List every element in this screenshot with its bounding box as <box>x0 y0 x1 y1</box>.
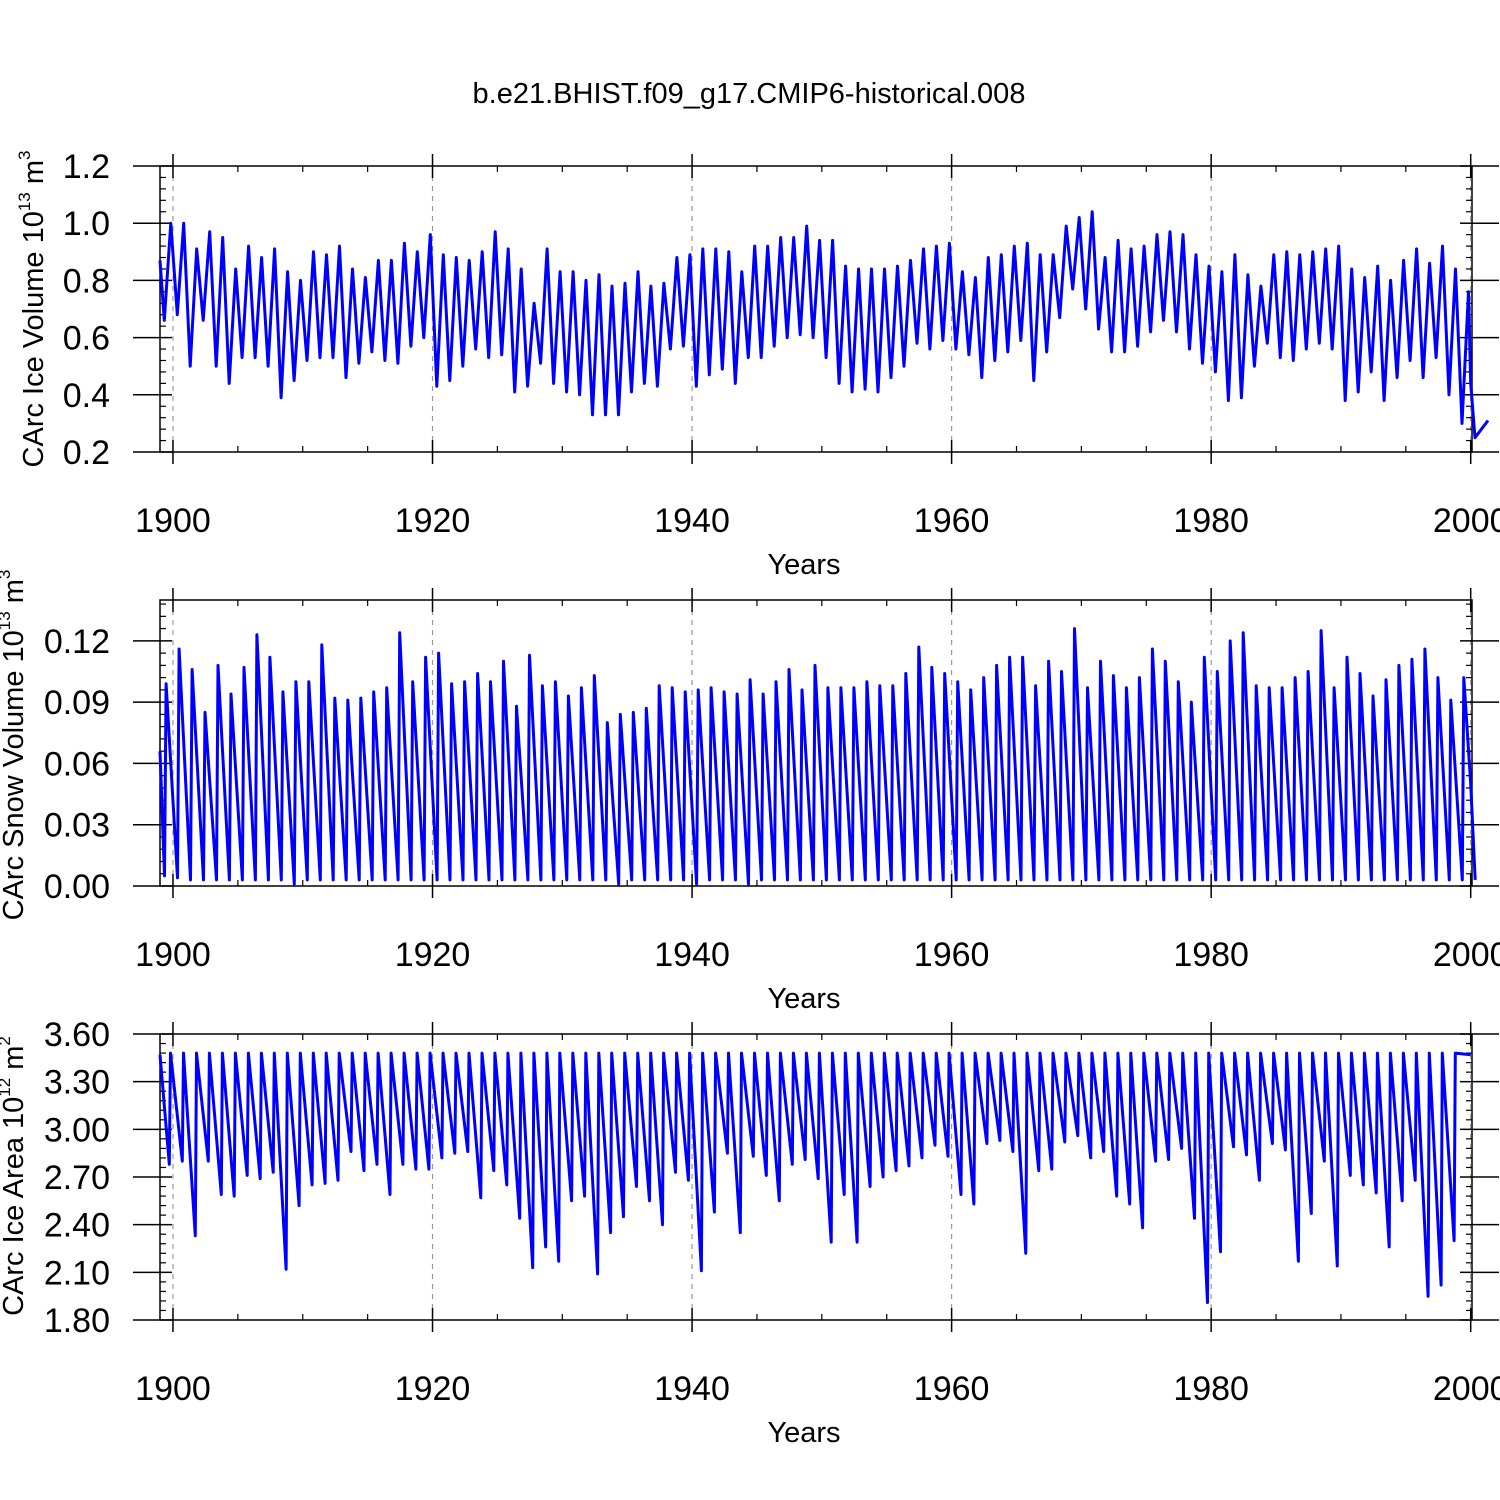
ice-area-x-tick-label: 1940 <box>654 1370 730 1408</box>
ice-volume-frame <box>159 165 1473 453</box>
ice-area-x-tick-label: 1980 <box>1173 1370 1249 1408</box>
ice-area-x-tick-label: 1900 <box>135 1370 211 1408</box>
ice-volume-panel: 1900 1920 1940 1960 1980 2000 0.2 0.4 0.6 0.8 1.0… <box>15 148 1500 581</box>
ice-volume-x-tick-labels: 1900 1920 1940 1960 1980 2000 <box>135 502 1500 540</box>
snow-volume-major-ticks <box>133 588 1499 898</box>
ice-area-y-tick-label: 2.10 <box>44 1254 110 1292</box>
snow-volume-x-tick-labels: 1900 1920 1940 1960 1980 2000 <box>135 936 1500 974</box>
snow-volume-series-line <box>158 627 1477 886</box>
ice-area-y-tick-label: 3.30 <box>44 1064 110 1102</box>
snow-volume-y-axis-unit: m <box>0 579 30 611</box>
ice-area-y-axis-title: CArc Ice Area 1012 m2 <box>0 1036 30 1316</box>
ice-area-x-tick-label: 2000 <box>1433 1370 1500 1408</box>
snow-volume-y-axis-prefix: CArc Snow Volume 10 <box>0 630 30 920</box>
ice-area-y-tick-label: 2.70 <box>44 1159 110 1197</box>
snow-volume-y-axis-unit-exponent: 3 <box>0 570 14 579</box>
snow-volume-grid <box>172 600 1472 886</box>
snow-volume-x-tick-label: 2000 <box>1433 936 1500 974</box>
figure-title: b.e21.BHIST.f09_g17.CMIP6-historical.008 <box>473 78 1026 110</box>
ice-volume-y-tick-label: 1.2 <box>63 148 110 186</box>
ice-area-y-axis-exponent: 12 <box>0 1078 14 1097</box>
snow-volume-x-axis-title: Years <box>767 983 840 1015</box>
ice-area-x-tick-label: 1960 <box>914 1370 990 1408</box>
ice-volume-y-axis-title: CArc Ice Volume 1013 m3 <box>15 151 50 468</box>
snow-volume-x-tick-label: 1940 <box>654 936 730 974</box>
ice-volume-y-axis-unit: m <box>18 160 50 192</box>
ice-volume-x-tick-label: 1960 <box>914 502 990 540</box>
snow-volume-x-tick-label: 1920 <box>395 936 471 974</box>
ice-volume-y-axis-prefix: CArc Ice Volume 10 <box>18 211 50 467</box>
ice-area-y-tick-label: 3.60 <box>44 1016 110 1054</box>
ice-area-y-axis-unit: m <box>0 1046 30 1078</box>
snow-volume-y-axis-title: CArc Snow Volume 1013 m3 <box>0 570 30 921</box>
snow-volume-y-tick-labels: 0.00 0.03 0.06 0.09 0.12 <box>44 623 110 906</box>
ice-volume-y-tick-label: 1.0 <box>63 205 110 243</box>
snow-volume-y-tick-label: 0.09 <box>44 684 110 722</box>
ice-area-panel: 1900 1920 1940 1960 1980 2000 1.80 2.10 2.40 2.7… <box>0 1016 1500 1449</box>
ice-volume-x-tick-label: 1980 <box>1173 502 1249 540</box>
ice-volume-y-tick-label: 0.8 <box>63 262 110 300</box>
snow-volume-y-tick-label: 0.00 <box>44 868 110 906</box>
ice-area-y-axis-prefix: CArc Ice Area 10 <box>0 1097 30 1316</box>
ice-volume-y-axis-exponent: 13 <box>15 192 34 211</box>
ice-volume-x-tick-label: 1920 <box>395 502 471 540</box>
ice-area-x-tick-labels: 1900 1920 1940 1960 1980 2000 <box>135 1370 1500 1408</box>
ice-area-x-tick-label: 1920 <box>395 1370 471 1408</box>
snow-volume-y-axis-exponent: 13 <box>0 611 14 630</box>
ice-area-y-tick-label: 2.40 <box>44 1207 110 1245</box>
snow-volume-y-tick-label: 0.03 <box>44 807 110 845</box>
ice-volume-y-tick-label: 0.4 <box>63 377 110 415</box>
snow-volume-x-tick-label: 1960 <box>914 936 990 974</box>
ice-area-x-axis-title: Years <box>767 1417 840 1449</box>
ice-volume-x-tick-label: 2000 <box>1433 502 1500 540</box>
ice-volume-x-tick-label: 1940 <box>654 502 730 540</box>
ice-area-y-tick-labels: 1.80 2.10 2.40 2.70 3.00 3.30 3.60 <box>44 1016 110 1340</box>
snow-volume-frame <box>159 599 1473 887</box>
ice-area-series-line <box>158 1051 1471 1304</box>
ice-area-major-ticks <box>133 1022 1499 1332</box>
ice-volume-y-tick-labels: 0.2 0.4 0.6 0.8 1.0 1.2 <box>63 148 110 472</box>
ice-area-minor-ticks <box>160 1034 1472 1320</box>
snow-volume-y-tick-label: 0.06 <box>44 745 110 783</box>
ice-volume-x-tick-label: 1900 <box>135 502 211 540</box>
ice-volume-y-tick-label: 0.2 <box>63 434 110 472</box>
ice-volume-y-axis-unit-exponent: 3 <box>15 151 34 160</box>
snow-volume-panel: 1900 1920 1940 1960 1980 2000 0.000.030.060.0… <box>0 570 1500 1015</box>
ice-volume-x-axis-title: Years <box>767 549 840 581</box>
ice-area-y-tick-label: 1.80 <box>44 1302 110 1340</box>
ice-area-y-axis-unit-exponent: 2 <box>0 1036 14 1045</box>
snow-volume-y-tick-label: 0.12 <box>44 623 110 661</box>
ice-volume-major-ticks <box>133 154 1499 464</box>
snow-volume-x-tick-label: 1900 <box>135 936 211 974</box>
snow-volume-x-tick-label: 1980 <box>1173 936 1249 974</box>
ice-area-y-tick-label: 3.00 <box>44 1111 110 1149</box>
ice-volume-series-line <box>158 210 1490 440</box>
ice-volume-y-tick-label: 0.6 <box>63 320 110 358</box>
